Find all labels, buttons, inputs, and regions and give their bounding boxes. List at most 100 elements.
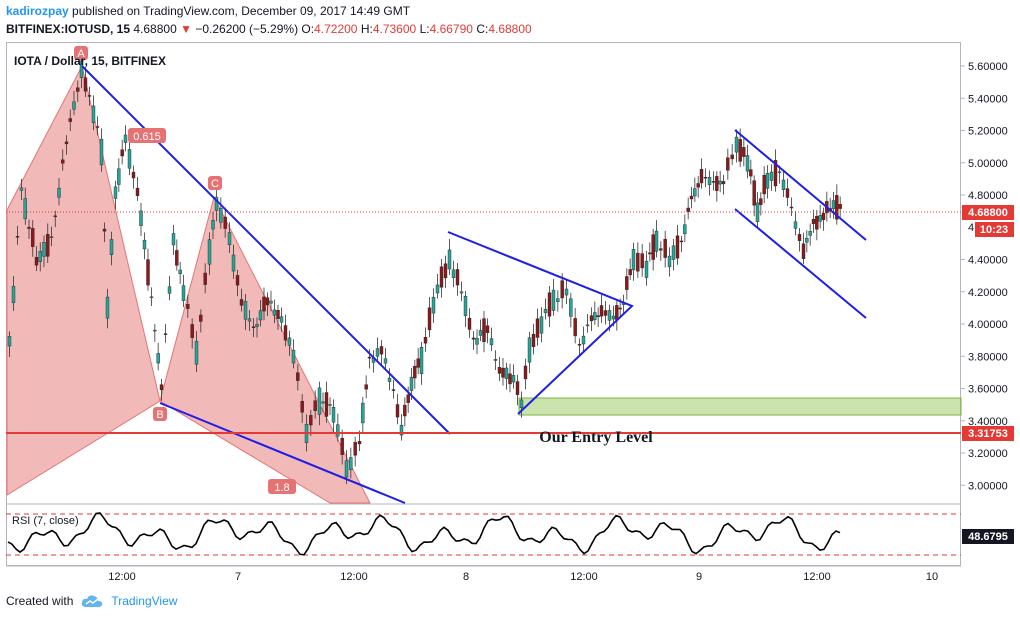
candle-body (123, 134, 128, 143)
candle-body (508, 373, 512, 385)
candle-body (564, 288, 569, 296)
price-tick-label: 3.60000 (968, 384, 1008, 396)
candle-body (235, 275, 240, 286)
candle-body (644, 260, 649, 278)
candle-body (79, 60, 84, 78)
candle-body (91, 105, 96, 123)
candle-body (95, 126, 100, 128)
candle-body (765, 173, 770, 189)
candle-body (190, 324, 194, 338)
candlestick-series (7, 53, 842, 485)
candle-body (793, 221, 798, 229)
candle-body (309, 415, 313, 426)
candle-body (120, 149, 124, 157)
candle-body (291, 350, 296, 364)
low-value: 4.66790 (429, 22, 473, 36)
price-tick-label: 3.40000 (968, 416, 1008, 428)
candle-body (636, 252, 640, 272)
candle-body (693, 188, 697, 197)
candle-body (603, 310, 608, 316)
time-tick-label: 12:00 (570, 571, 598, 583)
author-name[interactable]: kadirozpay (6, 4, 69, 18)
candle-body (353, 442, 357, 456)
candle-body (485, 325, 490, 333)
triangle-pattern[interactable] (447, 231, 634, 415)
candle-body (596, 315, 600, 318)
time-tick-label: 12:00 (803, 571, 831, 583)
price-tick-label: 3.80000 (968, 351, 1008, 363)
candle-body (560, 280, 564, 299)
candle-body (523, 365, 528, 380)
candle-body (447, 249, 452, 270)
candle-body (156, 353, 160, 364)
candle-body (223, 216, 227, 229)
candle-body (68, 118, 72, 122)
candle-body (489, 338, 494, 346)
price-tick-label: 5.00000 (968, 158, 1008, 170)
candle-body (811, 219, 816, 224)
open-label: O: (301, 22, 315, 36)
candle-body (785, 188, 790, 198)
fib-18-label: 1.8 (274, 482, 289, 494)
candle-body (214, 196, 219, 211)
candle-body (815, 216, 819, 230)
candle-body (387, 377, 392, 382)
trendline-upper[interactable] (81, 65, 451, 435)
candle-body (482, 318, 486, 343)
candle-body (64, 141, 69, 145)
price-tick-label: 3.00000 (968, 480, 1008, 492)
rsi-line (7, 512, 841, 556)
candle-body (797, 234, 802, 241)
fib-0615-label: 0.615 (133, 131, 161, 143)
demand-zone[interactable] (518, 397, 962, 416)
price-tick-label: 4.00000 (968, 319, 1008, 331)
candle-body (455, 269, 460, 286)
candle-body (801, 243, 806, 259)
rsi-value: 48.6795 (968, 531, 1008, 543)
channel-bottom[interactable] (734, 208, 867, 319)
channel-top[interactable] (734, 129, 867, 241)
candle-body (175, 250, 179, 266)
candle-body (659, 248, 663, 251)
candle-body (313, 400, 317, 411)
candle-body (467, 317, 472, 330)
candle-body (821, 212, 826, 220)
candle-body (102, 228, 107, 232)
candle-body (272, 309, 277, 316)
high-label: H: (360, 22, 373, 36)
candle-body (478, 330, 483, 336)
candle-body (279, 316, 284, 323)
candle-body (511, 375, 516, 383)
candle-body (203, 272, 207, 285)
pattern-bcd-triangle[interactable] (159, 195, 371, 504)
candle-body (142, 239, 147, 250)
candle-body (153, 329, 157, 332)
candle-body (399, 424, 404, 436)
candle-body (105, 296, 110, 319)
current-price-tag (962, 205, 1014, 220)
candle-body (663, 238, 667, 258)
time-axis[interactable]: 12:00 7 12:00 8 12:00 9 12:00 10 (108, 571, 938, 583)
candle-body (589, 315, 594, 322)
candle-body (475, 337, 479, 345)
symbol-label: BITFINEX:IOTUSD, 15 (6, 22, 131, 36)
candle-body (159, 384, 164, 391)
point-a-label: A (77, 48, 85, 60)
candle-body (504, 367, 509, 379)
countdown-value: 10:23 (980, 224, 1008, 236)
candle-body (752, 180, 756, 206)
candle-body (675, 235, 680, 259)
candle-body (328, 404, 332, 406)
candle-body (406, 394, 410, 403)
candle-body (255, 324, 259, 327)
candle-body (416, 358, 420, 368)
candle-body (269, 300, 273, 304)
footer: Created with TradingView (6, 594, 177, 608)
candle-body (42, 242, 46, 257)
trendline-lower[interactable] (159, 402, 406, 504)
close-label: C: (476, 22, 489, 36)
candle-body (251, 326, 256, 328)
price-axis[interactable]: 5.60000 5.40000 5.20000 5.00000 4.80000 4.400… (961, 61, 1008, 492)
tradingview-link[interactable]: TradingView (111, 594, 178, 608)
